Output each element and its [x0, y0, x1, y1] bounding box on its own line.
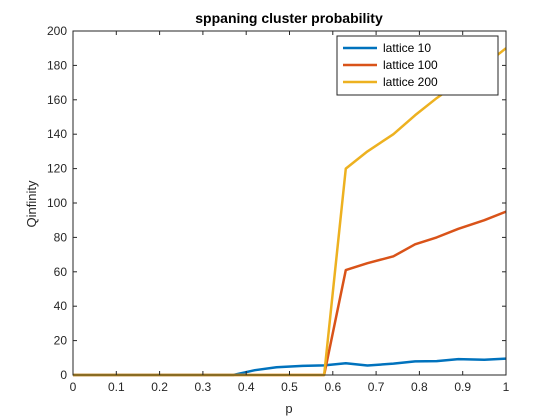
x-tick-label: 0.7: [368, 380, 385, 394]
x-axis-label: p: [285, 401, 292, 416]
x-tick-label: 0.5: [281, 380, 298, 394]
chart-title: sppaning cluster probability: [195, 10, 383, 26]
y-tick-label: 60: [54, 265, 68, 279]
x-tick-label: 0.9: [454, 380, 471, 394]
x-tick-label: 0: [70, 380, 77, 394]
y-tick-label: 80: [54, 230, 68, 244]
x-tick-label: 0.6: [324, 380, 341, 394]
x-tick-label: 0.1: [108, 380, 125, 394]
y-tick-label: 120: [47, 162, 67, 176]
legend-entry: lattice 200: [383, 75, 438, 89]
x-tick-label: 0.2: [151, 380, 168, 394]
x-tick-label: 0.4: [238, 380, 255, 394]
y-tick-label: 180: [47, 58, 67, 72]
y-tick-label: 160: [47, 93, 67, 107]
x-tick-label: 0.3: [195, 380, 212, 394]
y-tick-label: 20: [54, 334, 68, 348]
y-tick-label: 140: [47, 127, 67, 141]
legend-entry: lattice 100: [383, 58, 438, 72]
legend-entry: lattice 10: [383, 41, 431, 55]
x-tick-label: 0.8: [411, 380, 428, 394]
y-tick-label: 200: [47, 24, 67, 38]
legend: lattice 10 lattice 100 lattice 200: [337, 36, 498, 95]
y-axis-label: Qinfinity: [24, 180, 39, 227]
x-tick-label: 1: [503, 380, 510, 394]
y-tick-label: 40: [54, 299, 68, 313]
y-tick-label: 100: [47, 196, 67, 210]
y-tick-label: 0: [60, 368, 67, 382]
